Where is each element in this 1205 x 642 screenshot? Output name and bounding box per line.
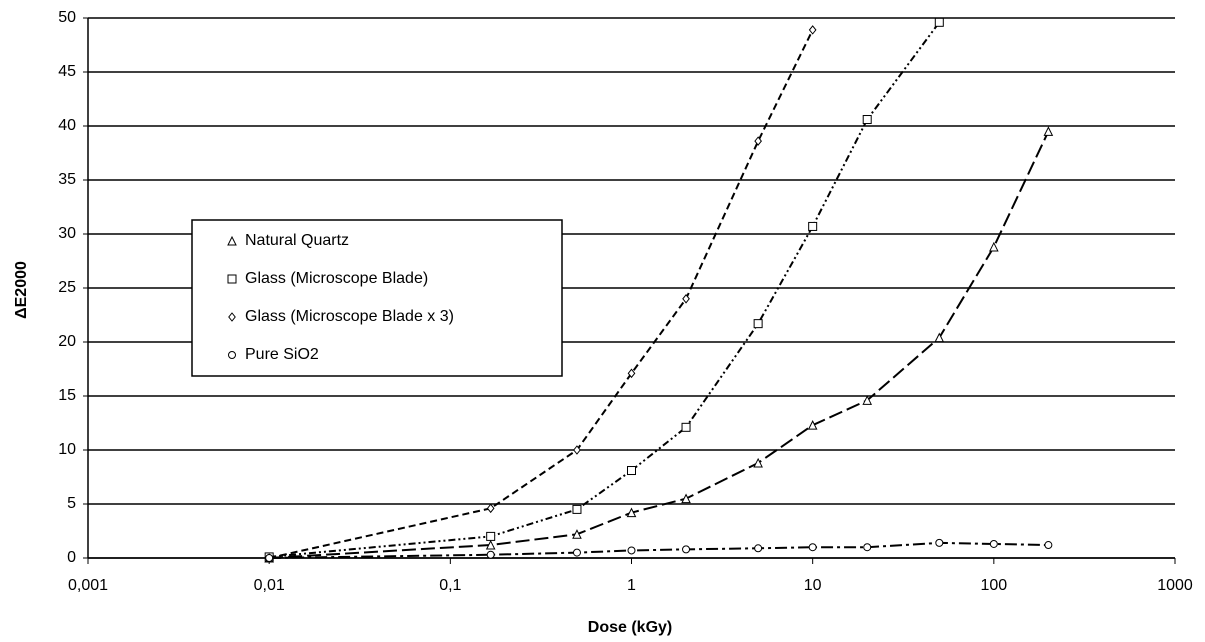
legend-label: Pure SiO2 xyxy=(245,346,319,363)
marker xyxy=(935,538,944,547)
x-tick-label: 1 xyxy=(627,577,636,594)
marker xyxy=(681,422,691,432)
y-tick-label: 5 xyxy=(67,495,76,512)
y-axis-title: ΔE2000 xyxy=(13,261,30,319)
marker xyxy=(681,493,691,504)
marker xyxy=(808,221,818,231)
marker xyxy=(807,420,818,430)
x-tick-label: 0,001 xyxy=(68,577,108,594)
marker xyxy=(682,545,691,554)
marker xyxy=(627,546,636,555)
legend-box xyxy=(191,219,563,377)
marker xyxy=(753,319,763,329)
x-axis-title: Dose (kGy) xyxy=(588,619,672,636)
marker xyxy=(1044,541,1053,550)
marker xyxy=(227,235,237,246)
x-tick-label: 1000 xyxy=(1157,577,1193,594)
y-tick-label: 10 xyxy=(58,441,76,458)
y-tick-label: 15 xyxy=(58,387,76,404)
legend-label: Glass (Microscope Blade) xyxy=(245,270,428,287)
marker xyxy=(754,136,762,146)
y-tick-label: 50 xyxy=(58,9,76,26)
legend-label: Natural Quartz xyxy=(245,232,349,249)
marker xyxy=(753,457,763,468)
legend-label: Glass (Microscope Blade x 3) xyxy=(245,308,454,325)
x-tick-label: 100 xyxy=(980,577,1007,594)
marker xyxy=(228,312,236,322)
marker xyxy=(934,332,945,343)
y-tick-label: 30 xyxy=(58,225,76,242)
marker xyxy=(486,531,496,541)
marker xyxy=(227,274,237,284)
x-tick-label: 0,01 xyxy=(254,577,285,594)
marker xyxy=(1043,126,1054,136)
marker xyxy=(808,25,817,35)
marker xyxy=(989,241,999,252)
x-tick-label: 10 xyxy=(804,577,822,594)
marker xyxy=(754,544,763,553)
marker xyxy=(485,539,496,550)
y-tick-label: 45 xyxy=(58,63,76,80)
legend: Natural Quartz Glass (Microscope Blade) Gl… xyxy=(191,219,563,377)
y-tick-label: 0 xyxy=(67,549,76,566)
marker xyxy=(572,504,582,514)
marker xyxy=(572,529,582,539)
x-tick-label: 0,1 xyxy=(439,577,461,594)
y-tick-label: 20 xyxy=(58,333,76,350)
marker xyxy=(265,554,274,562)
marker xyxy=(626,507,637,518)
marker xyxy=(682,293,690,304)
marker xyxy=(486,503,495,514)
marker xyxy=(573,445,581,455)
marker xyxy=(228,351,236,359)
marker xyxy=(862,115,872,125)
y-tick-label: 35 xyxy=(58,171,76,188)
marker xyxy=(863,543,872,552)
marker xyxy=(572,548,581,557)
marker xyxy=(989,539,998,548)
marker xyxy=(808,543,817,552)
marker xyxy=(486,550,495,559)
marker xyxy=(934,17,944,27)
marker xyxy=(627,368,636,379)
y-tick-label: 40 xyxy=(58,117,76,134)
y-tick-label: 25 xyxy=(58,279,76,296)
marker xyxy=(862,395,873,405)
marker xyxy=(627,466,636,476)
